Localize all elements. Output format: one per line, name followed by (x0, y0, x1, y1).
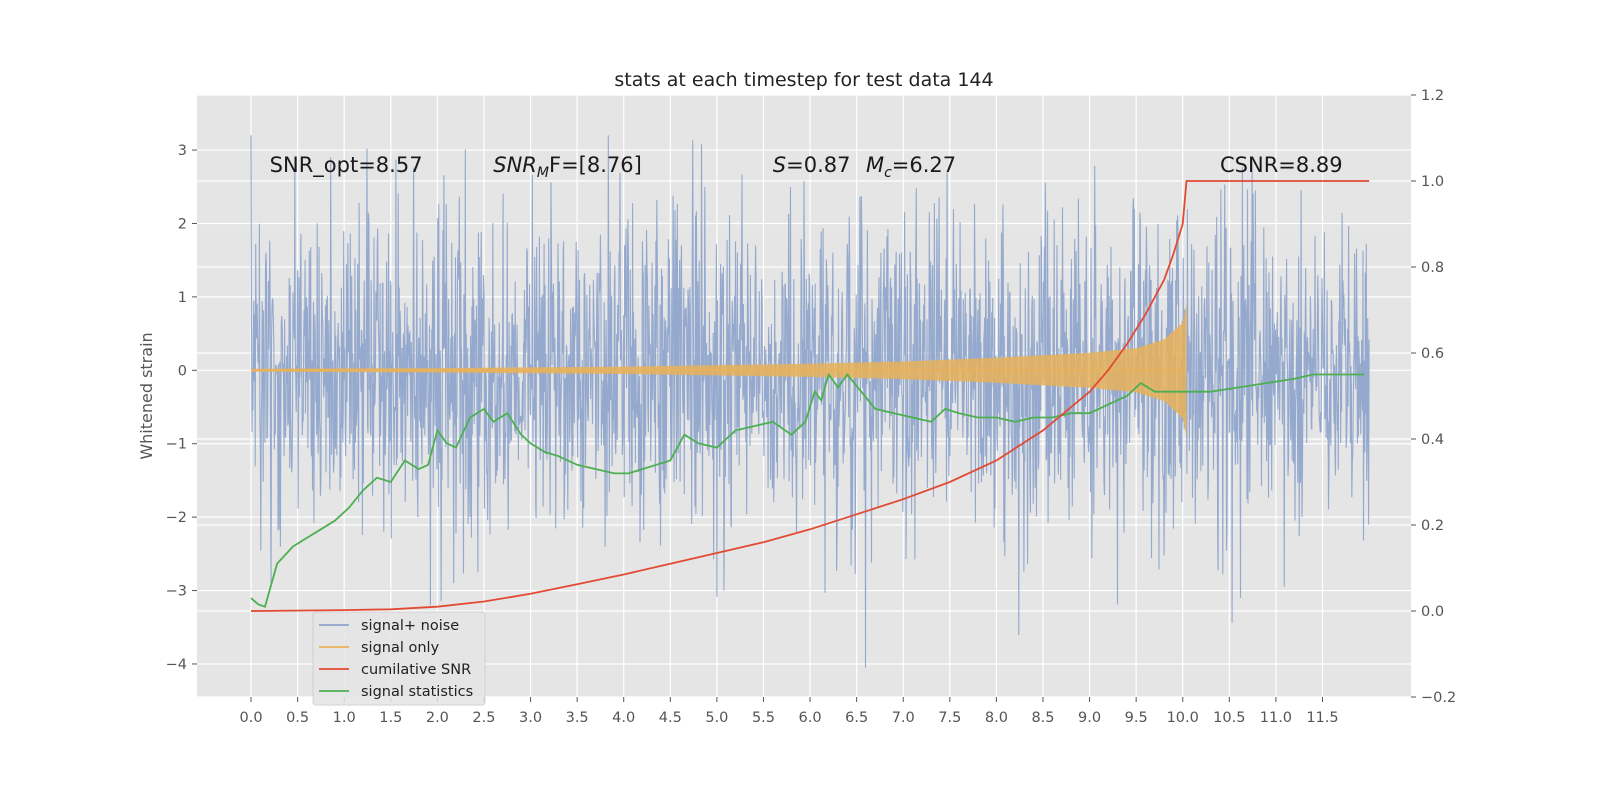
x-tick-label: 11.5 (1306, 710, 1338, 726)
y-tick-label: 0 (178, 363, 187, 379)
y2-tick-label: 0.8 (1421, 260, 1444, 276)
x-tick-label: 4.5 (659, 710, 682, 726)
y2-tick-label: 0.0 (1421, 604, 1444, 620)
axes: 0.0 0.5 1.0 1.5 2.0 2.5 3.0 3.5 4.0 4.5 5.0 5.5 6.0 6… (166, 88, 1457, 726)
x-tick-label: 9.0 (1078, 710, 1101, 726)
x-tick-label: 0.5 (286, 710, 309, 726)
legend: signal+ noise signal only cumilative SNR si… (312, 611, 486, 706)
x-tick-label: 7.0 (892, 710, 915, 726)
x-tick-label: 5.5 (752, 710, 775, 726)
annotation-4: CSNR=8.89 (1220, 153, 1343, 177)
y2-tick-label: 0.6 (1421, 346, 1444, 362)
y-tick-label: −3 (166, 584, 187, 600)
x-tick-label: 6.0 (799, 710, 822, 726)
y-tick-label: 2 (178, 216, 187, 232)
x-tick-label: 10.0 (1167, 710, 1199, 726)
legend-label: signal statistics (361, 684, 473, 700)
x-tick-label: 1.0 (333, 710, 356, 726)
x-tick-label: 0.0 (240, 710, 263, 726)
x-tick-label: 10.5 (1213, 710, 1245, 726)
y2-tick-label: 0.2 (1421, 518, 1444, 534)
annotation-1: SNRMF=[8.76] (493, 153, 642, 181)
y-tick-label: −2 (166, 510, 187, 526)
legend-label: signal only (361, 640, 440, 656)
x-tick-label: 9.5 (1125, 710, 1148, 726)
x-tick-label: 7.5 (938, 710, 961, 726)
y2-tick-label: 0.4 (1421, 432, 1444, 448)
annotations: SNR_opt=8.57 SNRMF=[8.76] S=0.87 Mc=6.27 CSN… (270, 153, 1343, 181)
x-tick-label: 8.5 (1031, 710, 1054, 726)
y-tick-label: −1 (166, 437, 187, 453)
y2-tick-label: 1.0 (1421, 174, 1444, 190)
series-cumilative-snr (250, 180, 1370, 612)
legend-box (312, 611, 486, 706)
legend-label: cumilative SNR (361, 662, 471, 678)
annotation-2: S=0.87 (773, 153, 851, 177)
x-tick-label: 8.0 (985, 710, 1008, 726)
x-tick-label: 6.5 (845, 710, 868, 726)
y2-tick-label: −0.2 (1421, 690, 1456, 706)
y-tick-label: 1 (178, 290, 187, 306)
legend-label: signal+ noise (361, 618, 459, 634)
series-signal-statistics (250, 372, 1365, 608)
y2-tick-label: 1.2 (1421, 88, 1444, 104)
x-tick-label: 4.0 (612, 710, 635, 726)
annotation-3: Mc=6.27 (866, 153, 956, 181)
x-tick-label: 2.0 (426, 710, 449, 726)
y-axis-label: Whitened strain (137, 332, 156, 459)
x-tick-label: 5.0 (705, 710, 728, 726)
x-tick-label: 11.0 (1260, 710, 1292, 726)
x-tick-label: 2.5 (472, 710, 495, 726)
series-signal-plus-noise (250, 135, 1370, 668)
x-tick-label: 3.0 (519, 710, 542, 726)
annotation-0: SNR_opt=8.57 (270, 153, 423, 178)
y-tick-label: 3 (178, 143, 187, 159)
chart-title: stats at each timestep for test data 144 (614, 69, 993, 91)
x-tick-label: 3.5 (566, 710, 589, 726)
x-tick-label: 1.5 (379, 710, 402, 726)
y-tick-label: −4 (166, 657, 187, 673)
